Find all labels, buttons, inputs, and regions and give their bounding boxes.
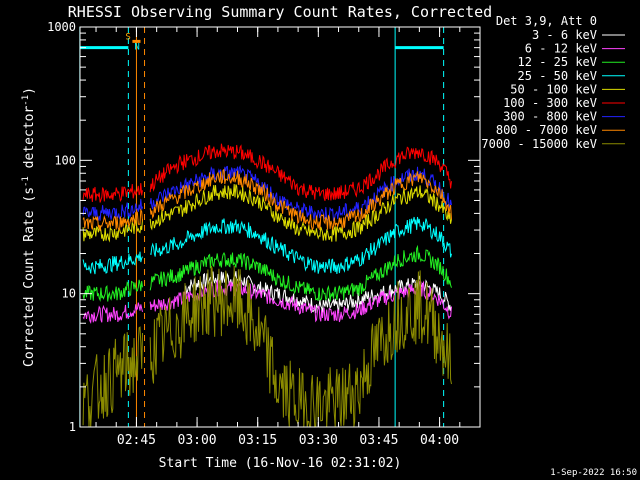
y-axis-label-sup2: -1 — [21, 95, 31, 106]
y-tick-label: 1 — [69, 420, 76, 434]
legend-label: 300 - 800 keV — [503, 110, 597, 124]
x-tick-label: 02:45 — [117, 433, 156, 448]
y-axis: 1 10 100 1000 — [47, 20, 480, 434]
x-tick-label: 03:30 — [299, 433, 338, 448]
legend-label: 800 - 7000 keV — [496, 123, 597, 137]
y-tick-label: 1000 — [47, 20, 76, 34]
y-axis-label-main: Corrected Count Rate (s — [22, 187, 37, 367]
x-tick-label: 04:00 — [420, 433, 459, 448]
legend-label: 6 - 12 keV — [525, 42, 597, 56]
legend-label: 50 - 100 keV — [510, 82, 597, 96]
y-axis-label-end: ) — [22, 87, 37, 95]
legend-label: 25 - 50 keV — [518, 69, 597, 83]
series-line — [82, 143, 452, 203]
series-line — [82, 216, 452, 275]
marker-s: S — [125, 32, 130, 42]
x-axis-label: Start Time (16-Nov-16 02:31:02) — [159, 456, 402, 471]
series-line — [82, 244, 452, 302]
x-tick-label: 03:45 — [359, 433, 398, 448]
chart-title: RHESSI Observing Summary Count Rates, Co… — [68, 3, 492, 21]
x-axis: 02:45 03:00 03:15 03:30 03:45 04:00 — [95, 27, 481, 448]
series-line — [82, 168, 452, 232]
legend-label: 12 - 25 keV — [518, 55, 597, 69]
legend-label: 3 - 6 keV — [532, 28, 597, 42]
series-line — [82, 184, 452, 243]
legend-label: 100 - 300 keV — [503, 96, 597, 110]
y-axis-label-sup1: -1 — [21, 176, 31, 187]
plot-area: SN — [79, 27, 452, 428]
y-tick-label: 10 — [62, 287, 76, 301]
x-tick-label: 03:00 — [178, 433, 217, 448]
legend-label: 7000 - 15000 keV — [481, 137, 597, 151]
y-axis-label-mid: detector — [22, 106, 37, 177]
y-axis-label: Corrected Count Rate (s-1 detector-1) — [21, 87, 37, 367]
series-line — [82, 265, 452, 428]
legend-title: Det 3,9, Att 0 — [496, 14, 597, 28]
y-tick-label: 100 — [54, 153, 76, 167]
footer-timestamp: 1-Sep-2022 16:50 — [550, 468, 637, 478]
plot-frame — [79, 26, 481, 428]
marker-n: N — [134, 42, 139, 52]
x-tick-label: 03:15 — [238, 433, 277, 448]
